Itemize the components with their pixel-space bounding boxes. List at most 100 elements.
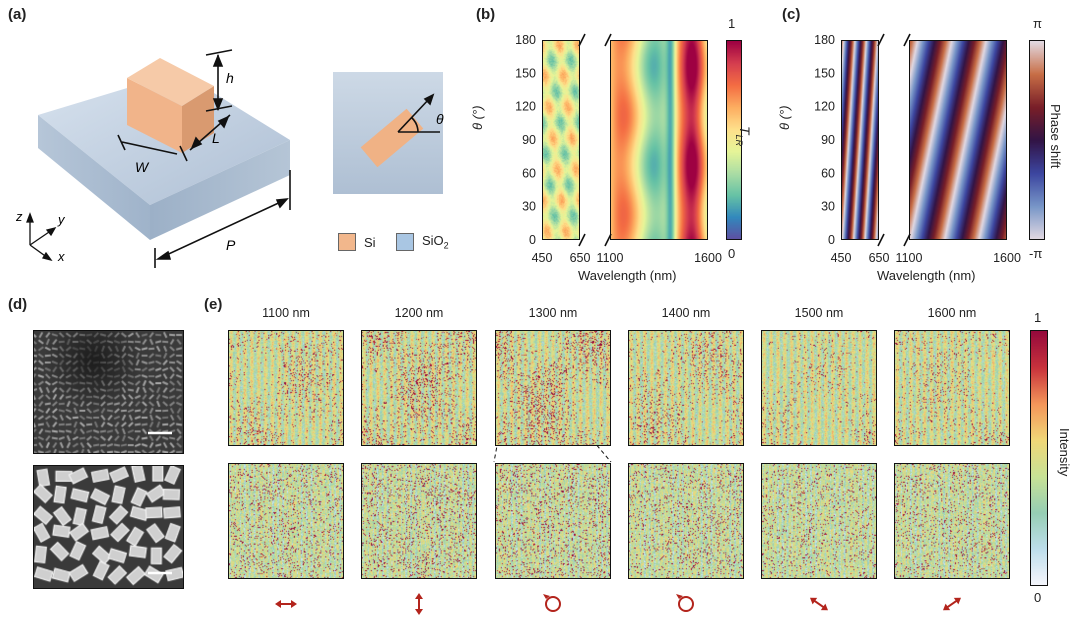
x-tick-label: 650 [869, 251, 890, 265]
axis-y-label: y [57, 212, 66, 227]
wavelength-label: 1300 nm [528, 306, 578, 320]
panel-label-e: (e) [204, 296, 223, 313]
axis-break-mark [578, 33, 586, 47]
speckle-map-zoom [228, 463, 344, 579]
panel-b-xlabel: Wavelength (nm) [578, 268, 677, 283]
intensity-colorbar-label: Intensity [1057, 428, 1072, 477]
panel-c-colorbar-min: -π [1029, 246, 1043, 261]
polarization-icons [275, 593, 962, 615]
x-tick-label: 1600 [694, 251, 722, 265]
legend-si-label: Si [364, 234, 376, 250]
x-tick-label: 450 [532, 251, 553, 265]
legend-si: Si [338, 233, 376, 251]
panel-c-ylabel: θ (°) [777, 105, 792, 130]
phase-map-nir [909, 40, 1007, 240]
top-view-inset: θ [333, 72, 444, 194]
phase-map-visible [841, 40, 879, 240]
speckle-map-zoom [628, 463, 744, 579]
legend-sio2-swatch [396, 233, 414, 251]
y-tick-label: 180 [814, 33, 835, 47]
legend-si-swatch [338, 233, 356, 251]
dim-w-label: W [135, 159, 150, 175]
coordinate-axes-icon [26, 212, 57, 262]
axis-break-mark [877, 233, 885, 247]
y-tick-label: 0 [828, 233, 835, 247]
axis-x-label: x [57, 249, 65, 264]
axis-break-mark [903, 233, 911, 247]
speckle-map-zoom [495, 463, 611, 579]
y-tick-label: 30 [821, 200, 835, 214]
speckle-map-overview [761, 330, 877, 446]
panel-c-colorbar-max: π [1033, 16, 1042, 31]
axis-break-mark [604, 33, 612, 47]
tlr-map-visible [542, 40, 580, 240]
wavelength-label: 1100 nm [262, 306, 310, 320]
polarization-circular-icon [676, 594, 694, 612]
panel-c: 0 30 60 90 120 150 180 450 650 1100 1600 θ (°) Wav… [775, 16, 1080, 290]
y-tick-label: 60 [522, 166, 536, 180]
panel-label-a: (a) [8, 6, 27, 23]
intensity-colorbar-min: 0 [1034, 590, 1042, 605]
intensity-colorbar [1030, 330, 1048, 586]
sem-image-zoomed [33, 465, 184, 589]
dim-h-label: h [226, 70, 234, 86]
legend-sio2: SiO2 [396, 233, 449, 251]
dim-p-label: P [226, 237, 236, 253]
intensity-colorbar-max: 1 [1034, 310, 1042, 325]
polarization-vertical-linear-icon [415, 593, 423, 615]
si-pillar [127, 58, 214, 153]
legend-sio2-label: SiO2 [422, 233, 449, 251]
wavelength-label: 1200 nm [394, 306, 444, 320]
speckle-map-zoom [761, 463, 877, 579]
speckle-map-overview [361, 330, 477, 446]
y-tick-label: 30 [522, 200, 536, 214]
panel-label-d: (d) [8, 296, 28, 313]
axis-break-mark [578, 233, 586, 247]
y-tick-label: 150 [515, 66, 536, 80]
speckle-map-zoom [361, 463, 477, 579]
y-tick-label: 60 [821, 166, 835, 180]
polarization-horizontal-linear-icon [275, 600, 297, 608]
panel-b-ylabel: θ (°) [470, 105, 485, 130]
y-tick-label: 90 [821, 133, 835, 147]
phase-colorbar [1029, 40, 1045, 240]
panel-label-b: (b) [476, 6, 496, 23]
speckle-map-overview [495, 330, 611, 446]
x-tick-label: 1100 [597, 251, 624, 265]
panel-label-c: (c) [782, 6, 801, 23]
polarization-anti-diagonal-linear-icon [942, 597, 962, 611]
y-tick-label: 150 [814, 66, 835, 80]
polarization-diagonal-linear-icon [809, 597, 829, 611]
panel-c-colorbar-label: Phase shift [1048, 104, 1063, 169]
dimension-lines [117, 49, 291, 268]
y-tick-label: 120 [814, 100, 835, 114]
x-tick-label: 1600 [993, 251, 1021, 265]
wavelength-label: 1400 nm [661, 306, 711, 320]
speckle-map-overview [628, 330, 744, 446]
speckle-map-overview [894, 330, 1010, 446]
panel-b-colorbar-max: 1 [728, 16, 736, 31]
speckle-map-zoom [894, 463, 1010, 579]
axis-break-mark [903, 33, 911, 47]
y-tick-label: 120 [515, 100, 536, 114]
tlr-map-nir [610, 40, 708, 240]
polarization-circular-icon [543, 594, 561, 612]
axis-z-label: z [15, 209, 23, 224]
panel-b: 0 30 60 90 120 150 180 450 650 1100 1600 θ (°) Wav… [470, 16, 770, 290]
y-tick-label: 0 [529, 233, 536, 247]
axis-break-mark [877, 33, 885, 47]
schematic-unit-cell: h L W P z y x θ [15, 49, 444, 268]
x-tick-label: 450 [831, 251, 852, 265]
axis-break-mark [604, 233, 612, 247]
speckle-map-overview [228, 330, 344, 446]
wavelength-label: 1600 nm [927, 306, 977, 320]
x-tick-label: 1100 [896, 251, 923, 265]
y-tick-label: 180 [515, 33, 536, 47]
panel-c-xlabel: Wavelength (nm) [877, 268, 976, 283]
y-tick-label: 90 [522, 133, 536, 147]
x-tick-label: 650 [570, 251, 591, 265]
theta-label: θ [436, 111, 444, 127]
dim-l-label: L [212, 130, 220, 146]
panel-b-colorbar-min: 0 [728, 246, 736, 261]
sem-image-large-area [33, 330, 184, 454]
